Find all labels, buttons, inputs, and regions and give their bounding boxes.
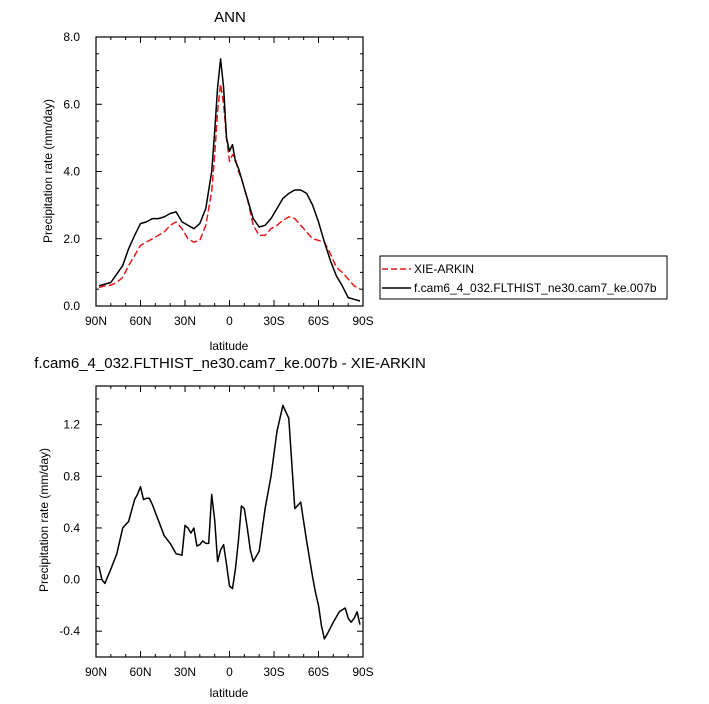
legend-label-xie-arkin: XIE-ARKIN	[414, 262, 474, 276]
bottom-series-line-1	[98, 404, 361, 640]
bottom-y-tick-label: 1.2	[63, 418, 80, 432]
bottom-y-tick-label: 0.0	[63, 573, 80, 587]
top-plot-frame	[95, 36, 364, 307]
top-y-tick-label: 8.0	[63, 30, 80, 44]
bottom-x-tick-label: 30S	[263, 665, 284, 679]
bottom-y-tick-label: 0.8	[63, 469, 80, 483]
top-x-tick-label: 90S	[352, 314, 373, 328]
top-y-tick-label: 6.0	[63, 97, 80, 111]
top-x-tick-label: 0	[226, 314, 233, 328]
top-series-line-1	[98, 83, 361, 290]
top-x-tick-label: 30N	[174, 314, 196, 328]
bottom-chart-title: f.cam6_4_032.FLTHIST_ne30.cam7_ke.007b -…	[34, 355, 426, 372]
top-chart-title: ANN	[214, 9, 246, 26]
top-x-tick-label: 60N	[129, 314, 151, 328]
top-series-line-2	[98, 58, 361, 302]
bottom-plot-frame	[95, 385, 364, 658]
top-x-tick-label: 60S	[308, 314, 329, 328]
bottom-x-tick-label: 60N	[129, 665, 151, 679]
bottom-y-tick-label: -0.4	[59, 624, 80, 638]
top-x-axis-label: latitude	[210, 339, 249, 353]
top-x-tick-label: 30S	[263, 314, 284, 328]
bottom-y-axis-label: Precipitation rate (mm/day)	[37, 448, 51, 592]
bottom-x-axis-label: latitude	[210, 686, 249, 700]
top-y-tick-label: 4.0	[63, 165, 80, 179]
bottom-x-tick-label: 0	[226, 665, 233, 679]
legend: XIE-ARKIN f.cam6_4_032.FLTHIST_ne30.cam7…	[379, 255, 668, 300]
bottom-x-tick-label: 90S	[352, 665, 373, 679]
bottom-x-tick-label: 60S	[308, 665, 329, 679]
legend-box	[379, 255, 668, 300]
bottom-x-tick-label: 30N	[174, 665, 196, 679]
bottom-y-tick-label: 0.4	[63, 521, 80, 535]
top-y-tick-label: 2.0	[63, 232, 80, 246]
top-y-axis-label: Precipitation rate (mm/day)	[41, 99, 55, 243]
legend-label-model: f.cam6_4_032.FLTHIST_ne30.cam7_ke.007b	[414, 281, 657, 295]
bottom-x-tick-label: 90N	[85, 665, 107, 679]
top-y-tick-label: 0.0	[63, 299, 80, 313]
top-x-tick-label: 90N	[85, 314, 107, 328]
